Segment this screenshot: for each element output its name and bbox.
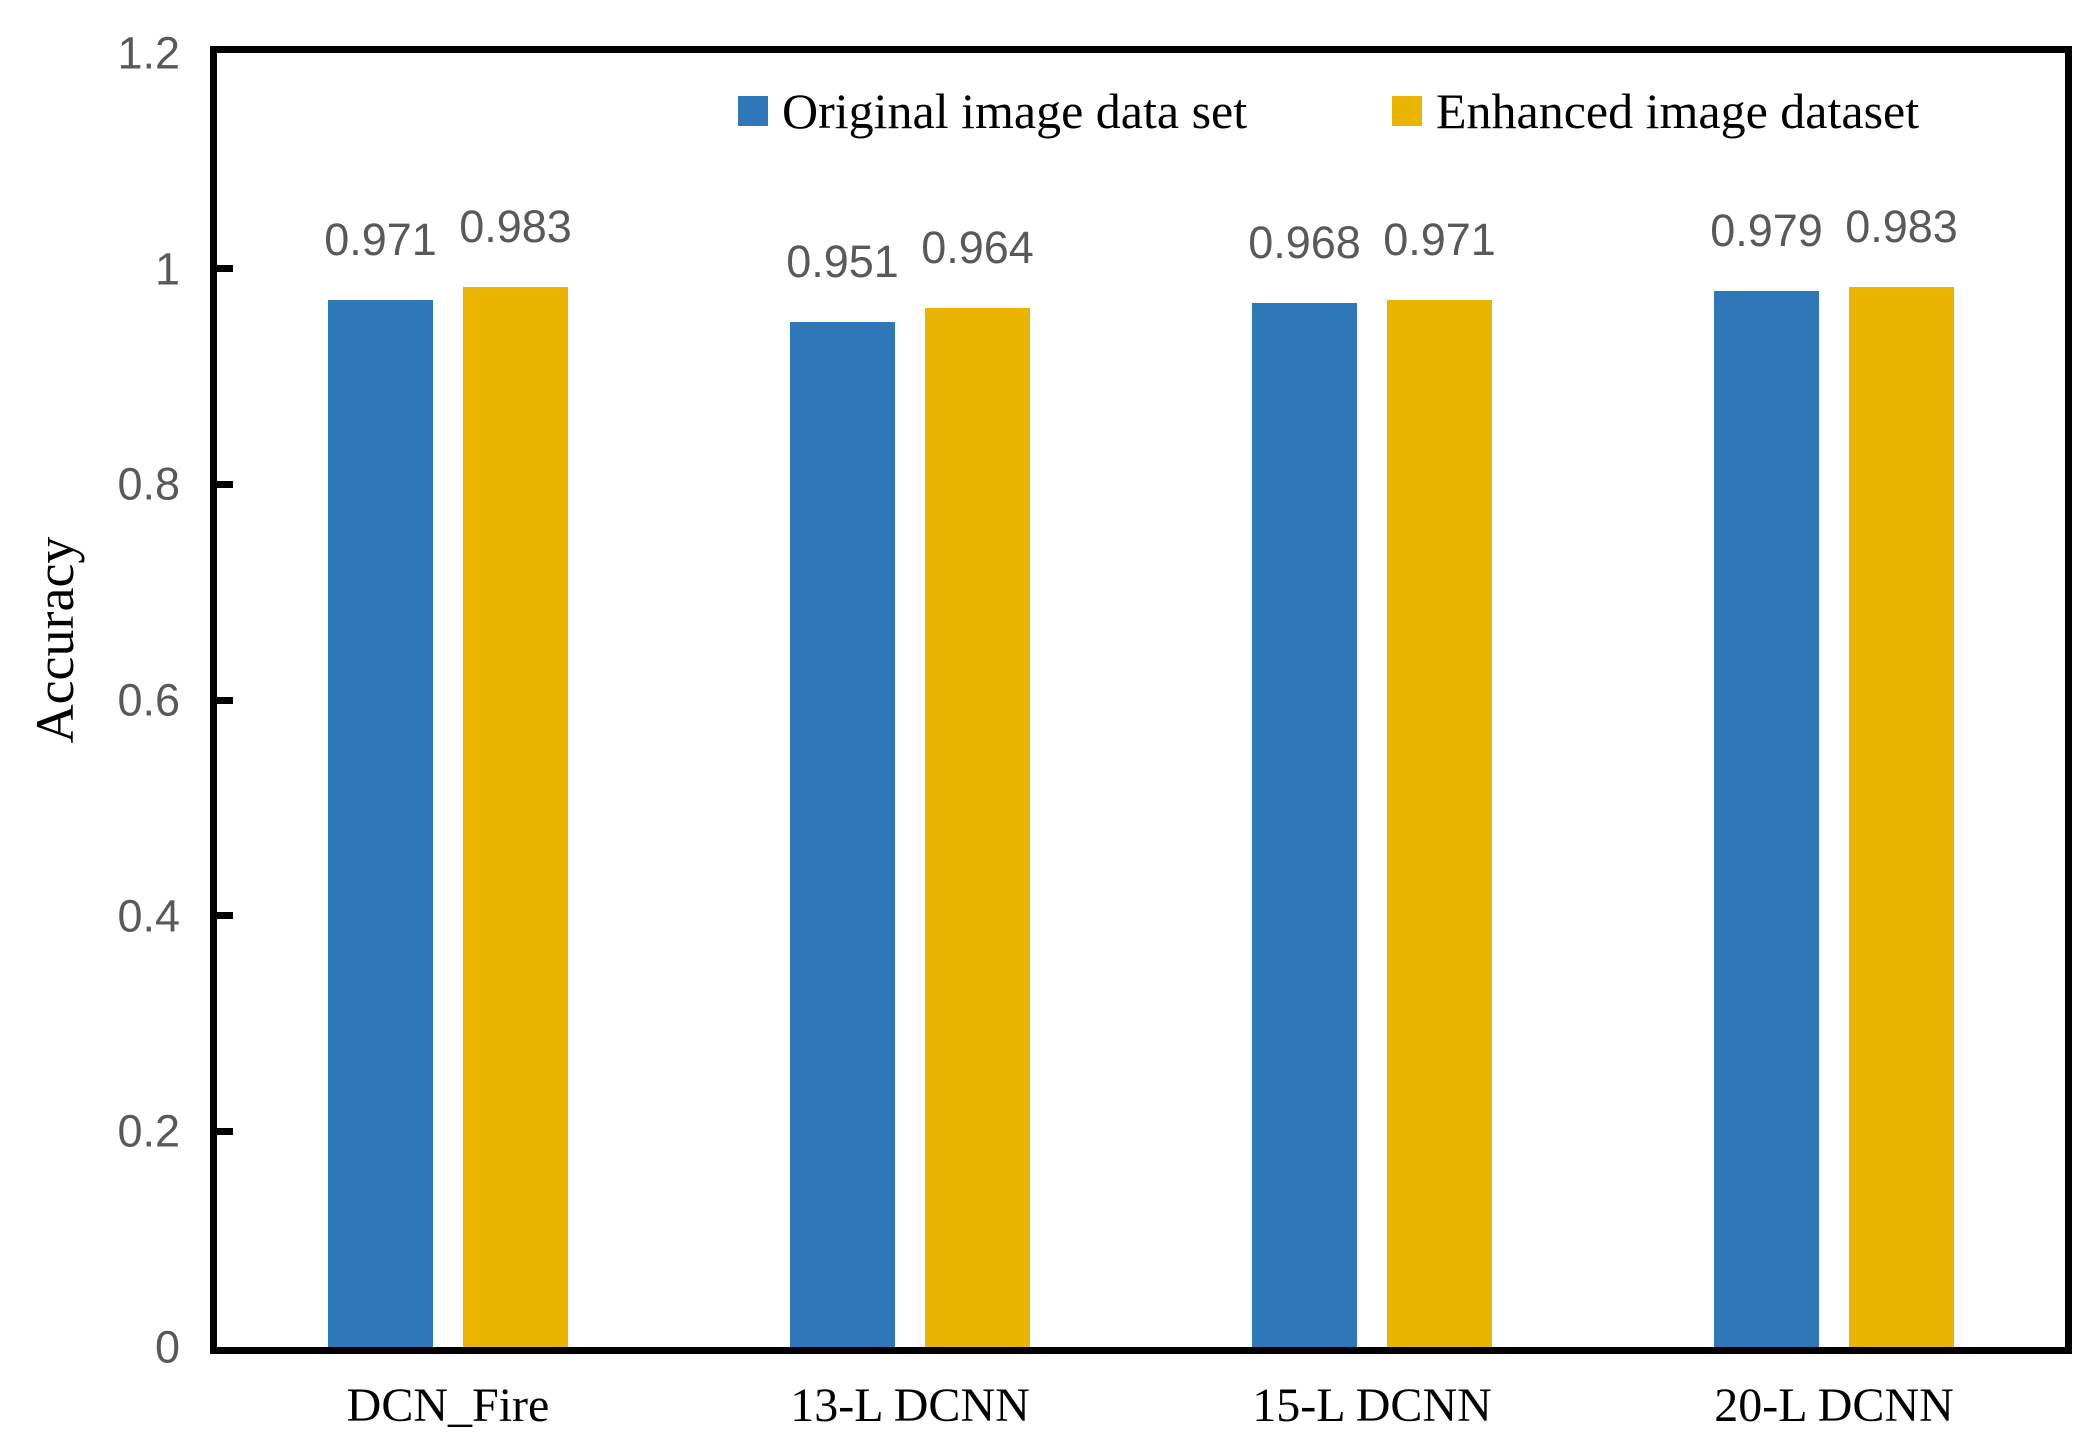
legend-swatch-original-icon [738,96,768,126]
y-axis-tick-label: 0 [154,1321,180,1373]
bar-value-label: 0.971 [324,213,437,265]
bar [1849,287,1954,1347]
legend-item-enhanced: Enhanced image dataset [1392,82,1919,140]
bar [790,321,895,1347]
bar-value-label: 0.971 [1383,213,1496,265]
legend-label-original: Original image data set [782,83,1248,139]
y-axis-tick [217,265,233,273]
y-axis-tick-label: 0.2 [117,1105,180,1157]
legend-item-original: Original image data set [738,82,1247,140]
y-axis-tick-label: 1 [154,243,180,295]
x-axis-category-label: 15-L DCNN [1252,1379,1492,1432]
y-axis-tick-label: 0.8 [117,458,180,510]
bar [1387,299,1492,1347]
bar-value-label: 0.968 [1248,217,1361,269]
bar-value-label: 0.951 [786,235,899,287]
x-axis-category-label: 13-L DCNN [790,1379,1030,1432]
y-axis-tick [217,696,233,704]
plot-area: 0.971 0.983 0.951 0.964 0.968 0.971 0.979 0.983 [210,46,2072,1354]
bar-value-label: 0.983 [459,201,572,252]
bar-value-label: 0.979 [1710,205,1823,257]
y-axis-tick [217,912,233,920]
x-axis-category-label: DCN_Fire [346,1379,550,1432]
y-axis-tick-label: 0.4 [117,890,180,942]
bar-value-label: 0.983 [1845,201,1958,252]
y-axis-tick [217,1127,233,1135]
bar [925,307,1030,1347]
x-axis-category-label: 20-L DCNN [1714,1379,1954,1432]
bar [328,299,433,1347]
y-axis-tick-label: 0.6 [117,674,180,726]
bar [1714,291,1819,1347]
legend-swatch-enhanced-icon [1392,96,1422,126]
legend-label-enhanced: Enhanced image dataset [1436,83,1920,139]
bar-value-label: 0.964 [921,221,1034,273]
bar [463,287,568,1347]
bar [1252,303,1357,1347]
y-axis-tick-label: 1.2 [117,27,180,79]
y-axis-tick [217,480,233,488]
